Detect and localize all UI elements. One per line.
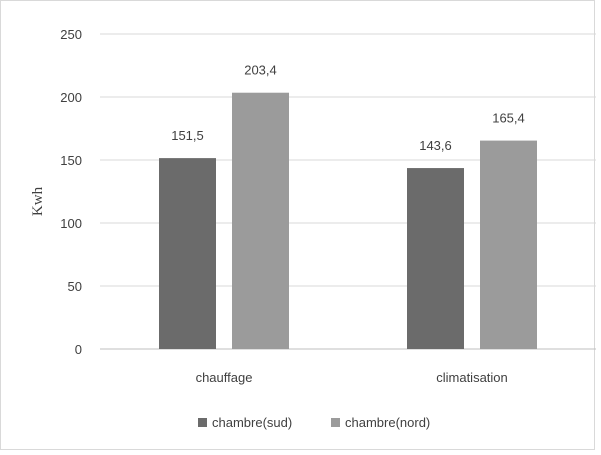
y-tick-label: 100 [60,216,82,231]
y-tick-label: 50 [68,279,82,294]
legend-swatch [331,418,340,427]
bar-climatisation-chambre-sud [407,168,464,349]
data-label: 203,4 [244,63,277,78]
bar-chauffage-chambre-nord [232,92,289,349]
legend-label: chambre(sud) [212,415,292,430]
y-tick-label: 250 [60,27,82,42]
y-axis-title: Kwh [30,186,46,216]
bar-chauffage-chambre-sud [159,158,216,349]
x-tick-label: chauffage [196,370,253,385]
legend-swatch [198,418,207,427]
y-tick-label: 200 [60,90,82,105]
bar-climatisation-chambre-nord [480,140,537,349]
y-tick-label: 0 [75,342,82,357]
data-label: 151,5 [171,128,204,143]
x-tick-label: climatisation [436,370,508,385]
data-label: 143,6 [419,138,452,153]
legend-label: chambre(nord) [345,415,430,430]
data-label: 165,4 [492,111,525,126]
y-tick-label: 150 [60,153,82,168]
